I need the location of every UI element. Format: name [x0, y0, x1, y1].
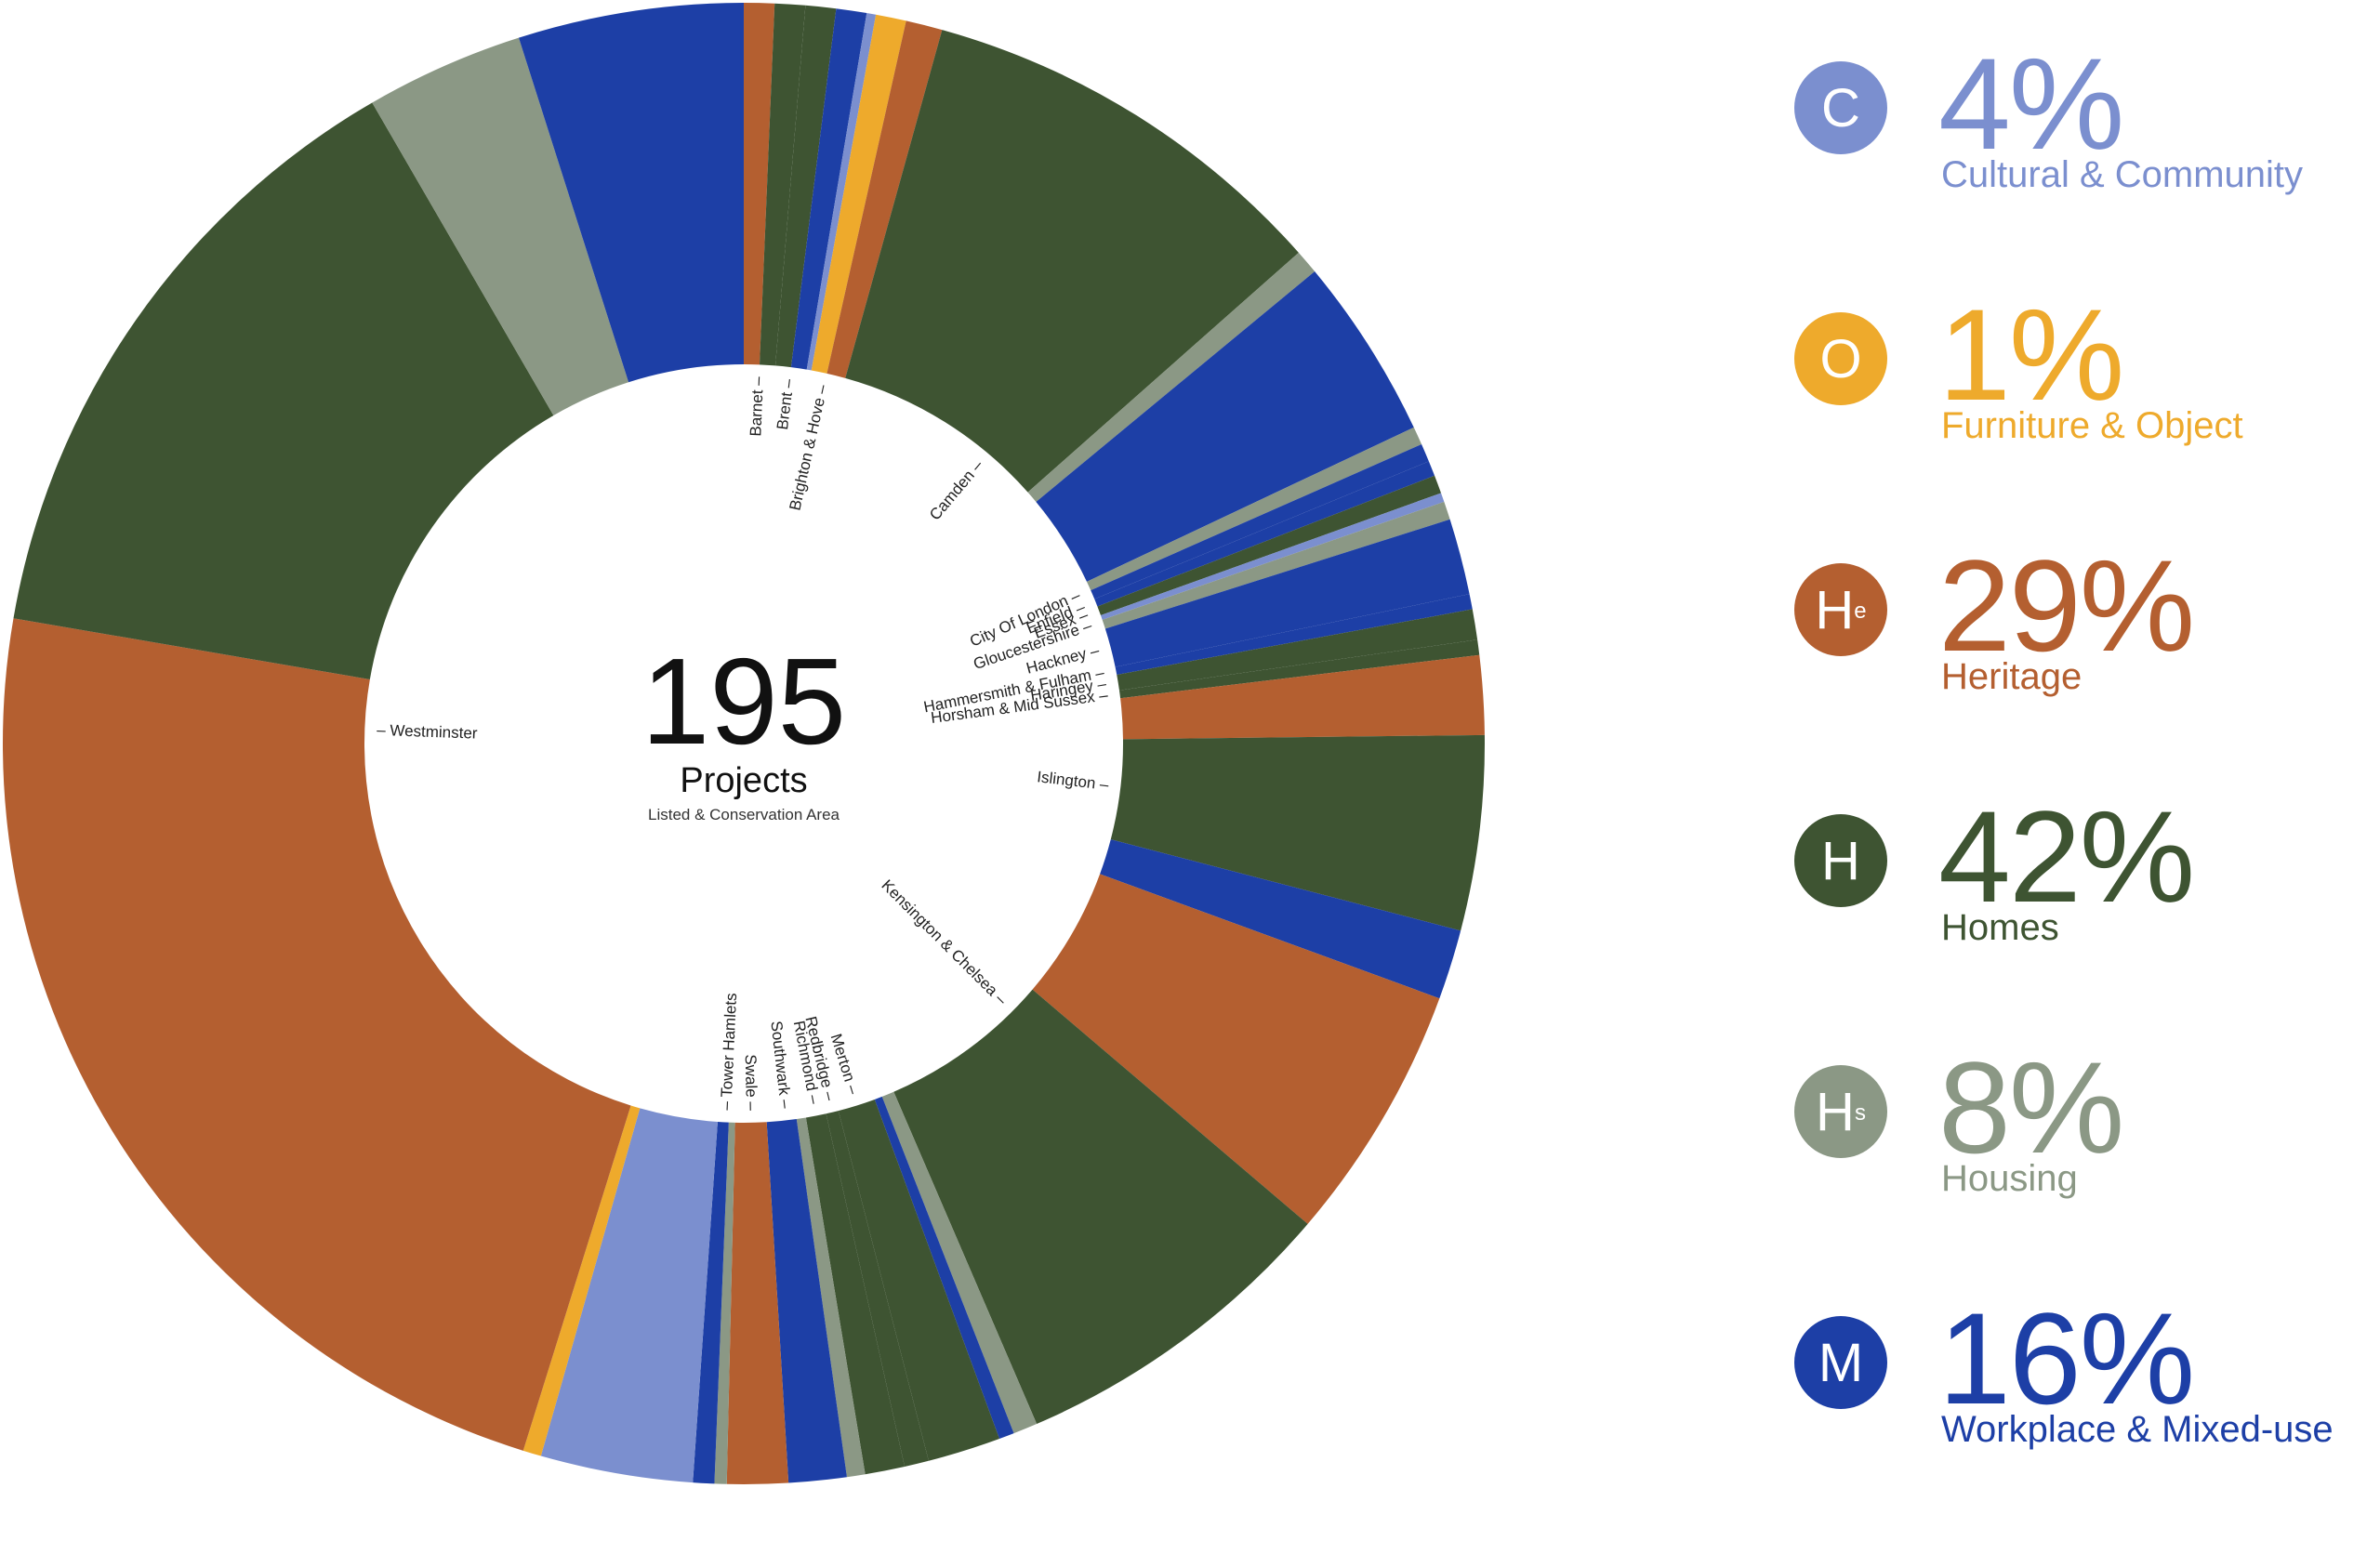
district-label: – Tower Hamlets	[717, 993, 740, 1111]
segment-camden-m	[1036, 271, 1414, 582]
segment-westminster-hs	[372, 37, 629, 416]
legend-badge-sub: s	[1854, 1100, 1866, 1126]
legend-label: Heritage	[1941, 656, 2082, 697]
district-label: Swale –	[742, 1054, 760, 1111]
center-summary: 195 Projects Listed & Conservation Area	[641, 633, 846, 823]
segment-brighton-hove-c	[806, 13, 877, 371]
segment-camden-hs	[1027, 252, 1316, 502]
segment-hammersmith-fulham-m	[1115, 594, 1473, 675]
segment-westminster-c	[540, 1108, 718, 1483]
segment-islington-he	[1120, 654, 1485, 740]
segment-westminster-o	[522, 1105, 641, 1456]
segment-brent-m	[790, 8, 867, 370]
district-label: Camden –	[926, 456, 986, 524]
center-total: 195	[641, 633, 846, 770]
segment-city-of-london-m	[1091, 444, 1429, 599]
segment-brighton-hove-o	[811, 14, 906, 374]
legend-badge-c: C	[1794, 61, 1887, 154]
donut-segments	[2, 3, 1485, 1484]
legend-item-furniture: O 1% Furniture & Object	[1794, 290, 2371, 550]
district-label: Brent –	[774, 377, 798, 430]
segment-kensington-chelsea-m	[874, 1096, 1014, 1440]
legend-badge-o: O	[1794, 312, 1887, 405]
segment-camden-h	[845, 30, 1299, 493]
segment-tower-hamlets-hs	[714, 1122, 735, 1484]
legend-label: Workplace & Mixed-use	[1941, 1409, 2334, 1450]
segment-horsham-mid-sussex-h	[1118, 639, 1480, 699]
segment-barnet-h	[760, 3, 806, 366]
center-unit: Projects	[680, 761, 807, 800]
district-label: Islington –	[1036, 768, 1110, 794]
legend-badge-sub: e	[1854, 599, 1867, 624]
legend-item-cultural: C 4% Cultural & Community	[1794, 39, 2371, 299]
legend-percent: 29%	[1938, 533, 2195, 678]
district-label: Barnet –	[747, 375, 767, 437]
legend-percent: 16%	[1938, 1285, 2195, 1431]
legend-percent: 42%	[1938, 784, 2195, 929]
segment-swale-he	[726, 1122, 789, 1484]
legend-badge-letter: C	[1821, 77, 1860, 138]
segment-kensington-chelsea-hs	[881, 1091, 1038, 1434]
segment-southwark-hs	[796, 1117, 866, 1478]
segment-brighton-hove-he	[826, 20, 943, 378]
segment-westminster-m	[518, 3, 744, 383]
legend-percent: 1%	[1938, 282, 2124, 428]
legend-percent: 8%	[1938, 1034, 2124, 1180]
segment-richmond-h	[805, 1113, 906, 1475]
legend-badge-h: H	[1794, 814, 1887, 907]
segment-merton-h	[838, 1099, 1000, 1461]
segment-southwark-m	[766, 1119, 847, 1483]
legend-label: Housing	[1941, 1158, 2078, 1199]
legend-item-workplace: M 16% Workplace & Mixed-use	[1794, 1294, 2371, 1554]
segment-islington-h	[1110, 734, 1485, 931]
legend-badge-letter: H	[1821, 830, 1860, 891]
segment-tower-hamlets-m	[693, 1122, 729, 1484]
segment-city-of-london-hs	[1086, 427, 1422, 591]
segment-essex-h	[1097, 475, 1442, 616]
segment-redbridge-h	[826, 1111, 929, 1467]
district-label: Southwark –	[767, 1020, 795, 1110]
segment-hackney-m	[1104, 519, 1470, 667]
legend-item-homes: H 42% Homes	[1794, 792, 2371, 1052]
legend-badge-letter: H	[1815, 579, 1855, 640]
legend: C 4% Cultural & Community O 1% Furniture…	[1794, 39, 2371, 1554]
legend-label: Homes	[1941, 907, 2059, 948]
district-label: – Westminster	[377, 721, 478, 743]
segment-gloucestershire-c	[1100, 493, 1445, 620]
segment-haringey-h	[1117, 609, 1478, 691]
segment-kensington-chelsea-h	[893, 989, 1308, 1425]
segment-kensington-chelsea-he	[1032, 874, 1440, 1224]
legend-badge-letter: M	[1818, 1332, 1864, 1393]
donut-chart: Barnet – Brent –Brighton & Hove – Camden –…	[2, 3, 1485, 1484]
segment-westminster-h	[13, 102, 554, 680]
legend-badge-letter: H	[1816, 1081, 1855, 1142]
segment-barnet-he	[744, 3, 775, 365]
legend-label: Furniture & Object	[1941, 405, 2243, 446]
district-label: Kensington & Chelsea –	[878, 876, 1011, 1009]
legend-badge-m: M	[1794, 1316, 1887, 1409]
segment-brent-h	[774, 5, 837, 368]
segment-enfield-m	[1094, 461, 1435, 607]
segment-westminster-he	[2, 618, 631, 1451]
legend-label: Cultural & Community	[1941, 154, 2304, 195]
segment-gloucestershire-hs	[1102, 501, 1450, 629]
legend-badge-letter: O	[1819, 328, 1862, 389]
center-caption: Listed & Conservation Area	[648, 806, 840, 823]
legend-percent: 4%	[1938, 31, 2124, 177]
segment-islington-m	[1100, 839, 1461, 999]
